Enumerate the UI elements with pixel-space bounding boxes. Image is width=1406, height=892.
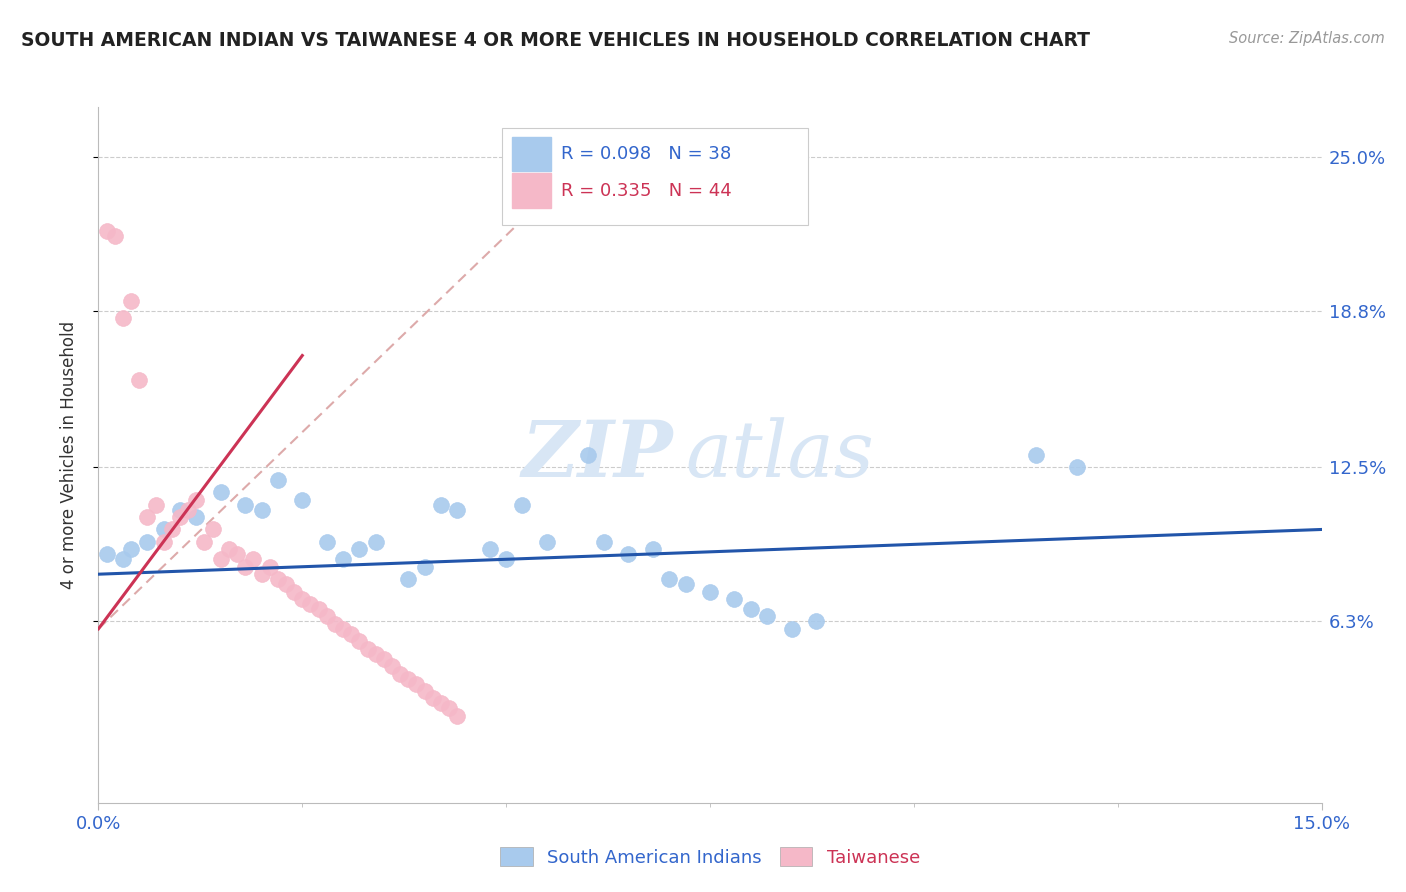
Point [396,672,419,686]
Text: atlas: atlas [686,417,875,493]
Point [209,485,232,500]
Point [193,534,215,549]
Text: SOUTH AMERICAN INDIAN VS TAIWANESE 4 OR MORE VEHICLES IN HOUSEHOLD CORRELATION C: SOUTH AMERICAN INDIAN VS TAIWANESE 4 OR … [21,31,1090,50]
Point [186,492,208,507]
Point [356,641,378,656]
Point [446,708,468,723]
Point [291,592,314,607]
Point [349,634,371,648]
Point [283,584,305,599]
Point [405,676,427,690]
Point [169,510,191,524]
Point [160,523,183,537]
Point [308,602,330,616]
Point [780,622,803,636]
Point [658,572,681,586]
Point [536,534,558,549]
Point [804,615,827,629]
Point [250,567,273,582]
Point [233,559,256,574]
Point [389,666,412,681]
Point [373,651,395,665]
Point [96,224,118,238]
Text: R = 0.335   N = 44: R = 0.335 N = 44 [561,182,731,200]
Text: Source: ZipAtlas.com: Source: ZipAtlas.com [1229,31,1385,46]
Point [437,701,460,715]
Point [152,534,174,549]
Point [111,552,134,566]
Point [495,552,517,566]
Point [340,627,363,641]
Point [1025,448,1047,462]
Point [675,577,697,591]
Point [641,542,664,557]
Point [299,597,322,611]
Point [104,229,127,244]
Point [699,584,721,599]
Point [169,502,191,516]
Y-axis label: 4 or more Vehicles in Household: 4 or more Vehicles in Household [59,321,77,589]
Point [291,492,314,507]
Point [723,592,745,607]
Point [177,502,200,516]
Point [226,547,249,561]
Point [430,498,453,512]
Point [617,547,640,561]
FancyBboxPatch shape [512,137,551,171]
Point [120,293,142,308]
Point [128,373,150,387]
Point [478,542,501,557]
Point [259,559,281,574]
Point [250,502,273,516]
Point [512,498,534,512]
Point [576,448,599,462]
Point [218,542,240,557]
Point [430,697,453,711]
FancyBboxPatch shape [502,128,808,226]
Point [413,684,436,698]
Point [364,647,387,661]
Point [120,542,142,557]
Point [446,502,468,516]
Point [740,602,762,616]
Point [396,572,419,586]
Point [381,659,404,673]
Point [315,534,337,549]
Point [1066,460,1088,475]
Point [186,510,208,524]
Point [332,552,354,566]
Point [267,473,290,487]
Point [267,572,290,586]
Point [413,559,436,574]
Point [323,616,346,631]
Point [209,552,232,566]
Text: R = 0.098   N = 38: R = 0.098 N = 38 [561,145,731,163]
Point [111,311,134,326]
Point [315,609,337,624]
Point [756,609,779,624]
Point [145,498,167,512]
Text: ZIP: ZIP [522,417,673,493]
Point [201,523,224,537]
Point [593,534,616,549]
FancyBboxPatch shape [512,173,551,208]
Point [274,577,297,591]
Legend: South American Indians, Taiwanese: South American Indians, Taiwanese [494,840,927,874]
Point [364,534,387,549]
Point [242,552,264,566]
Point [136,534,159,549]
Point [152,523,174,537]
Point [332,622,354,636]
Point [136,510,159,524]
Point [349,542,371,557]
Point [422,691,444,706]
Point [96,547,118,561]
Point [233,498,256,512]
